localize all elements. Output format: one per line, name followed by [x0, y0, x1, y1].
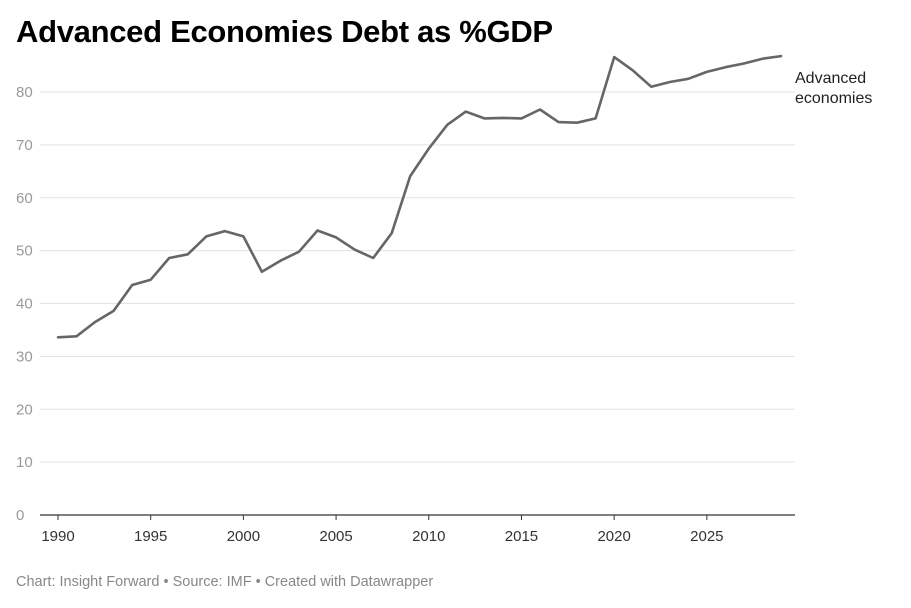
- data-point: [723, 65, 727, 69]
- x-tick-label: 1990: [41, 528, 74, 545]
- gridlines: [40, 91, 795, 463]
- data-point: [482, 116, 486, 120]
- data-point: [705, 70, 709, 74]
- x-axis-ticks: 1990 1995 2000 2005 2010 2015 2020 2025: [41, 515, 724, 545]
- data-point: [668, 80, 672, 84]
- data-point: [427, 147, 431, 151]
- y-axis-ticks: 0 10 20 30 40 50 60 70 80: [16, 84, 33, 524]
- data-point: [408, 174, 412, 178]
- data-point: [520, 116, 524, 120]
- data-point: [316, 229, 320, 233]
- data-point: [93, 320, 97, 324]
- data-point: [353, 248, 357, 252]
- y-tick-label: 10: [16, 454, 33, 471]
- y-tick-label: 0: [16, 507, 24, 524]
- data-point: [686, 77, 690, 81]
- data-point: [779, 54, 783, 58]
- footer-tool: Created with Datawrapper: [264, 574, 434, 590]
- data-point: [130, 283, 134, 287]
- data-point: [186, 252, 190, 256]
- y-tick-label: 60: [16, 190, 33, 207]
- data-point: [56, 335, 60, 339]
- series-group: Advanced economies: [56, 54, 872, 339]
- series-label: Advanced economies: [795, 70, 872, 107]
- data-point: [167, 256, 171, 260]
- series-line: [56, 54, 783, 339]
- data-point: [557, 120, 561, 124]
- chart-footer: Chart: Insight Forward • Source: IMF • C…: [16, 574, 433, 590]
- y-tick-label: 40: [16, 296, 33, 313]
- data-point: [538, 108, 542, 112]
- series-label-line: Advanced: [795, 70, 866, 87]
- data-point: [279, 259, 283, 263]
- footer-source: Source: IMF: [172, 574, 252, 590]
- x-tick-label: 1995: [134, 528, 167, 545]
- y-tick-label: 70: [16, 137, 33, 154]
- data-point: [149, 278, 153, 282]
- data-point: [241, 234, 245, 238]
- y-tick-label: 80: [16, 84, 33, 101]
- x-tick-label: 2015: [505, 528, 538, 545]
- data-point: [631, 68, 635, 72]
- x-tick-label: 2025: [690, 528, 723, 545]
- data-point: [649, 85, 653, 89]
- data-point: [112, 309, 116, 313]
- data-point: [612, 55, 616, 59]
- data-point: [334, 235, 338, 239]
- data-point: [464, 110, 468, 114]
- data-point: [204, 234, 208, 238]
- x-tick-label: 2000: [227, 528, 260, 545]
- y-tick-label: 20: [16, 401, 33, 418]
- series-label-line: economies: [795, 90, 872, 107]
- data-point: [742, 62, 746, 66]
- data-point: [501, 116, 505, 120]
- y-tick-label: 30: [16, 348, 33, 365]
- y-tick-label: 50: [16, 243, 33, 260]
- x-tick-label: 2005: [319, 528, 352, 545]
- footer-credit: Chart: Insight Forward: [16, 574, 160, 590]
- data-point: [297, 250, 301, 254]
- x-tick-label: 2010: [412, 528, 445, 545]
- data-point: [75, 334, 79, 338]
- data-point: [575, 121, 579, 125]
- data-point: [594, 116, 598, 120]
- data-point: [371, 256, 375, 260]
- data-point: [445, 123, 449, 127]
- footer-separator: •: [255, 574, 261, 590]
- data-point: [260, 270, 264, 274]
- x-tick-label: 2020: [597, 528, 630, 545]
- footer-separator: •: [163, 574, 169, 590]
- data-point: [223, 229, 227, 233]
- data-point: [390, 231, 394, 235]
- chart-title: Advanced Economies Debt as %GDP: [16, 14, 553, 49]
- data-point: [761, 57, 765, 61]
